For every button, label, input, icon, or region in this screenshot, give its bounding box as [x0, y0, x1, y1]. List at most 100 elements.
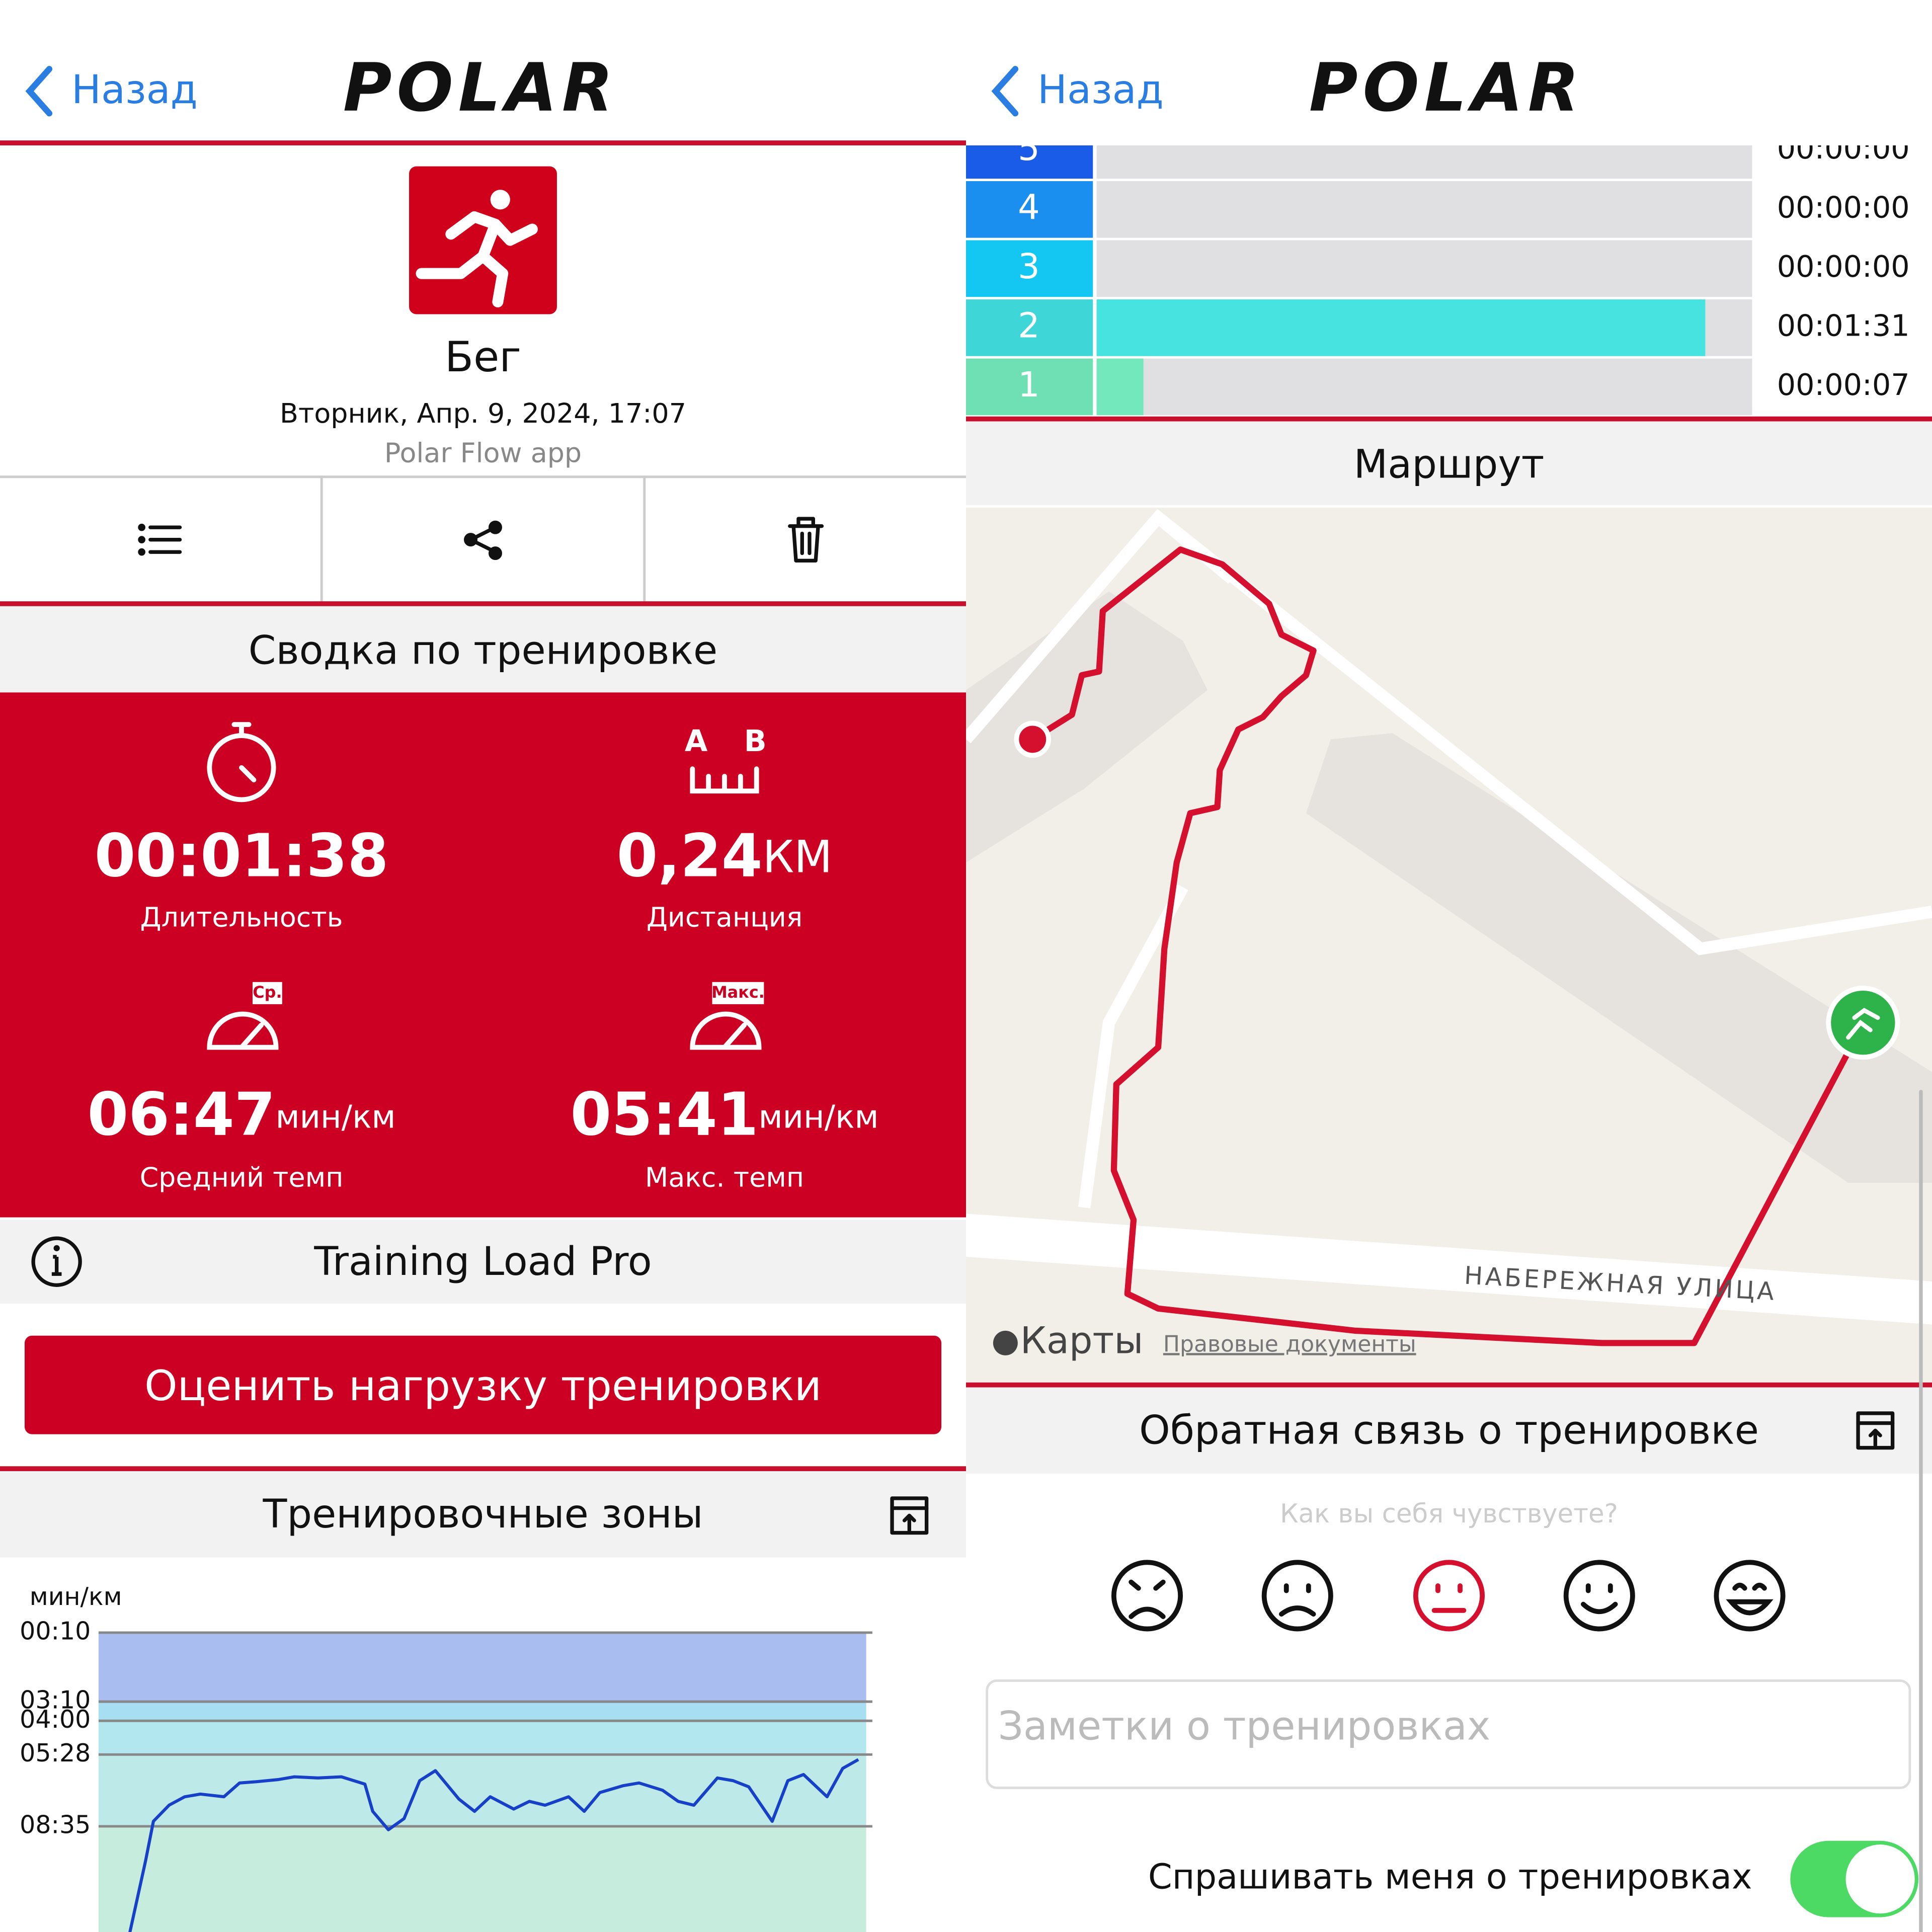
maps-logo [993, 1330, 1018, 1355]
zone-track [1096, 181, 1752, 238]
zone-track [1096, 145, 1752, 179]
icon-label: A [685, 723, 708, 758]
logo: POLAR [1309, 49, 1584, 127]
toggle-label: Спрашивать меня о тренировках [1148, 1857, 1752, 1897]
expand-button[interactable] [890, 1496, 929, 1535]
zone-cell [966, 181, 1093, 238]
share-button[interactable] [464, 520, 502, 560]
zone-time: 00:00:00 [1777, 249, 1910, 284]
expand-button[interactable] [1856, 1411, 1895, 1450]
mood[interactable] [1563, 1560, 1635, 1632]
zone-cell [966, 299, 1093, 356]
zone-bar [1096, 299, 1706, 356]
y-tick-label: 05:28 [20, 1739, 91, 1767]
mood-picker [1111, 1560, 1786, 1632]
stat-label: Дистанция [647, 902, 802, 933]
stat-label: Длительность [140, 902, 343, 933]
y-tick-label: 08:35 [20, 1810, 91, 1839]
zone-number: 5 [1018, 128, 1040, 169]
mood[interactable] [1111, 1560, 1183, 1632]
stat-unit: мин/км [759, 1098, 879, 1136]
section-header [966, 421, 1932, 506]
notes-input[interactable]: Заметки о тренировках [986, 1679, 1911, 1789]
right-panel: 5 00:00:00 4 00:00:00 3 00:00:00 2 00:01:31 1 00:… [966, 0, 1932, 1932]
road [966, 509, 1932, 1209]
maps-label: Карты [1020, 1319, 1144, 1362]
zone-time-cell [1755, 358, 1932, 416]
badge [712, 982, 764, 1004]
zone-band [98, 1632, 866, 1702]
stat-value: 00:01:38 [95, 822, 389, 891]
zone-number: 4 [1018, 187, 1040, 227]
badge-label: Ср. [253, 983, 282, 1002]
zone-time: 00:00:07 [1777, 367, 1910, 402]
info-dot [53, 1245, 60, 1251]
section-title: Тренировочные зоны [262, 1491, 703, 1537]
zone-band [98, 1702, 866, 1721]
legal-link[interactable]: Правовые документы [1163, 1331, 1416, 1357]
stat-label: Средний темп [140, 1161, 344, 1193]
stat-number: 06:47 [87, 1080, 275, 1149]
list-button[interactable] [138, 523, 182, 556]
toggle-knob [1845, 1844, 1915, 1914]
zone-number: 3 [1018, 247, 1040, 287]
route-end [1014, 720, 1051, 758]
zone-table: 5 00:00:00 4 00:00:00 3 00:00:00 2 00:01:31 1 00:… [966, 128, 1932, 416]
route-line [1031, 546, 1864, 1346]
toggle[interactable] [1790, 1840, 1919, 1917]
zone-cell [966, 145, 1093, 179]
info-icon [31, 1236, 82, 1287]
zone-time: 00:00:00 [1777, 190, 1910, 224]
stat-number: 0,24 [617, 822, 763, 891]
building [966, 591, 1208, 863]
zone-bar [1096, 358, 1144, 416]
section-title: Training Load Pro [313, 1239, 652, 1284]
chevron [25, 66, 53, 117]
section-header [0, 1220, 966, 1304]
section-title: Сводка по тренировке [249, 627, 718, 673]
map[interactable]: НАБЕРЕЖНАЯ УЛИЦА Карты Правовые документ… [966, 507, 1932, 1383]
zone-number: 2 [1018, 305, 1040, 346]
activity-source: Polar Flow app [384, 437, 582, 468]
evaluate-button[interactable]: Оценить нагрузку тренировки [24, 1335, 942, 1434]
back-label: Назад [71, 67, 198, 113]
badge [253, 982, 282, 1004]
pace-line [128, 1758, 859, 1932]
button-bg [24, 1335, 942, 1434]
zone-time-cell [1755, 181, 1932, 238]
building [1306, 733, 1932, 1183]
zone-time: 00:00:00 [1777, 131, 1910, 166]
street [966, 1214, 1932, 1325]
info-button[interactable] [31, 1236, 82, 1287]
stat-unit: КМ [763, 831, 833, 883]
summary-panel [0, 692, 966, 1218]
y-tick-label: 03:10 [20, 1686, 91, 1715]
section-header [966, 1387, 1932, 1474]
mood[interactable] [1261, 1560, 1333, 1632]
nav-bar [966, 0, 1932, 143]
zone-time: 00:01:31 [1777, 308, 1910, 343]
back-button[interactable]: Назад [991, 66, 1164, 117]
zone-time-cell [1755, 145, 1932, 179]
delete-button[interactable] [788, 517, 824, 562]
zone-track [1096, 358, 1752, 416]
back-button[interactable]: Назад [25, 66, 198, 117]
button-label: Оценить нагрузку тренировки [144, 1361, 822, 1410]
mood[interactable] [1714, 1560, 1786, 1632]
stat-value: 05:41мин/км [570, 1080, 878, 1149]
question: Как вы себя чувствуете? [1280, 1499, 1618, 1529]
y-tick-label: 04:00 [20, 1705, 91, 1734]
zone-band [98, 1754, 866, 1826]
zone-number: 1 [1018, 365, 1040, 405]
section-title: Обратная связь о тренировке [1139, 1408, 1759, 1454]
chevron [991, 66, 1019, 117]
activity-date: Вторник, Апр. 9, 2024, 17:07 [280, 397, 686, 429]
section-header [0, 1471, 966, 1558]
stat-value: 0,24КМ [617, 822, 833, 891]
activity-icon [409, 166, 557, 314]
section-title: Маршрут [1354, 442, 1545, 488]
mood[interactable] [1413, 1560, 1485, 1632]
zone-band [98, 1721, 866, 1755]
